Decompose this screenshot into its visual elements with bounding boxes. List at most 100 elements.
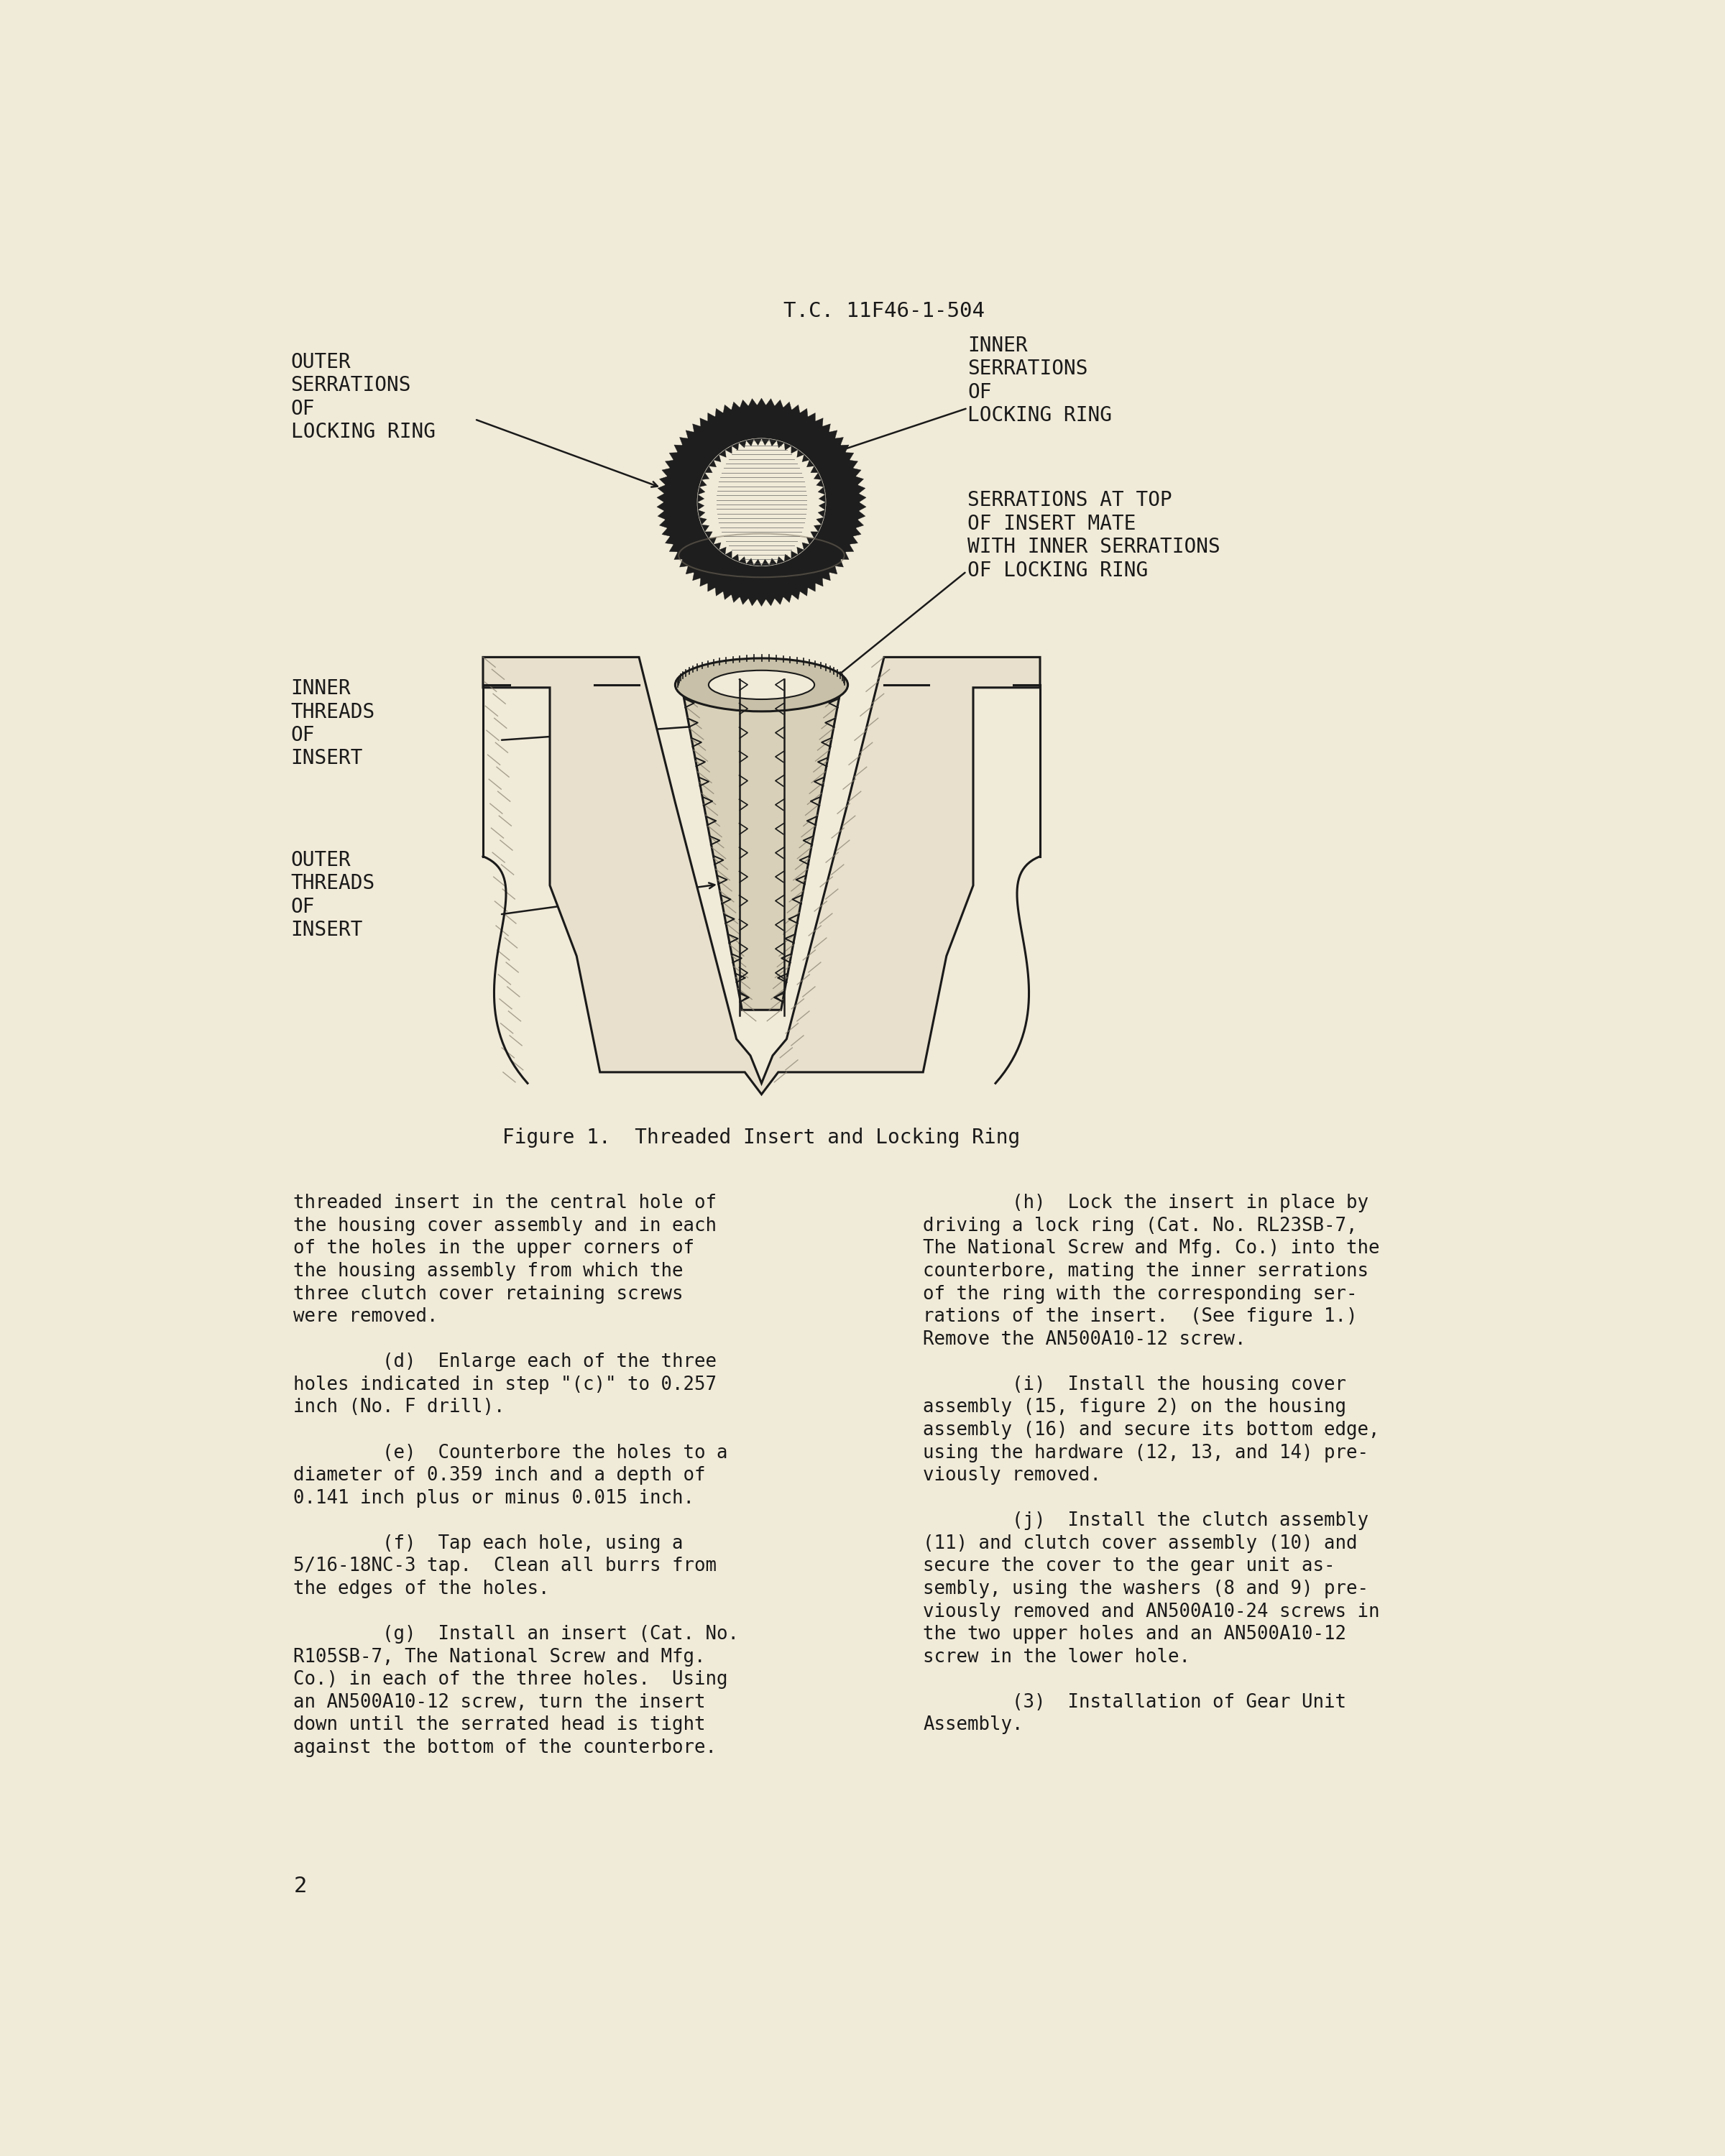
Polygon shape [811,533,818,539]
Text: Co.) in each of the three holes.  Using: Co.) in each of the three holes. Using [293,1671,728,1688]
Polygon shape [816,517,825,524]
Text: of the ring with the corresponding ser-: of the ring with the corresponding ser- [923,1285,1358,1304]
Text: 0.141 inch plus or minus 0.015 inch.: 0.141 inch plus or minus 0.015 inch. [293,1490,695,1507]
Polygon shape [835,438,844,446]
Polygon shape [816,418,823,427]
Polygon shape [697,494,704,502]
Polygon shape [785,442,792,451]
Polygon shape [724,446,731,453]
Text: SERRATIONS AT TOP
OF INSERT MATE
WITH INNER SERRATIONS
OF LOCKING RING: SERRATIONS AT TOP OF INSERT MATE WITH IN… [968,489,1221,580]
Text: rations of the insert.  (See figure 1.): rations of the insert. (See figure 1.) [923,1307,1358,1326]
Polygon shape [719,451,726,457]
Polygon shape [807,414,816,420]
Polygon shape [857,511,866,520]
Polygon shape [719,548,726,554]
Polygon shape [819,494,826,502]
Polygon shape [687,565,693,573]
Polygon shape [792,446,799,453]
Polygon shape [680,558,688,567]
Polygon shape [840,444,849,453]
Polygon shape [687,431,693,438]
Polygon shape [807,582,816,591]
Text: (i)  Install the housing cover: (i) Install the housing cover [923,1376,1347,1395]
Polygon shape [693,571,700,580]
Text: T.C. 11F46-1-504: T.C. 11F46-1-504 [783,302,985,321]
Text: (e)  Counterbore the holes to a: (e) Counterbore the holes to a [293,1445,728,1462]
Polygon shape [700,578,707,586]
Text: the housing cover assembly and in each: the housing cover assembly and in each [293,1216,718,1235]
Text: viously removed.: viously removed. [923,1466,1101,1485]
Polygon shape [769,558,776,565]
Polygon shape [802,455,809,461]
Text: against the bottom of the counterbore.: against the bottom of the counterbore. [293,1738,718,1757]
Circle shape [697,438,826,565]
Polygon shape [792,552,799,558]
Polygon shape [754,558,761,565]
Polygon shape [830,565,837,573]
Text: The National Screw and Mfg. Co.) into the: The National Screw and Mfg. Co.) into th… [923,1240,1380,1257]
Polygon shape [707,582,716,591]
Text: (f)  Tap each hole, using a: (f) Tap each hole, using a [293,1535,683,1552]
Polygon shape [709,537,716,545]
Polygon shape [766,597,775,606]
Text: (h)  Lock the insert in place by: (h) Lock the insert in place by [923,1194,1368,1212]
Polygon shape [699,487,706,494]
Polygon shape [802,543,809,550]
Polygon shape [775,399,783,407]
Polygon shape [723,405,731,414]
Polygon shape [714,543,721,550]
Polygon shape [669,543,678,552]
Polygon shape [775,597,783,604]
Text: assembly (15, figure 2) on the housing: assembly (15, figure 2) on the housing [923,1397,1347,1416]
Polygon shape [757,399,766,405]
Text: Figure 1.  Threaded Insert and Locking Ring: Figure 1. Threaded Insert and Locking Ri… [502,1128,1021,1147]
Ellipse shape [674,658,849,711]
Polygon shape [823,571,830,580]
Polygon shape [814,472,821,479]
Polygon shape [731,442,738,451]
Text: OUTER
SERRATIONS
OF
LOCKING RING: OUTER SERRATIONS OF LOCKING RING [292,351,435,442]
Polygon shape [666,537,674,543]
Text: 2: 2 [293,1876,307,1897]
Circle shape [706,446,818,558]
Polygon shape [723,591,731,599]
Ellipse shape [709,671,814,699]
Text: INNER
THREADS
OF
INSERT: INNER THREADS OF INSERT [292,679,374,768]
Polygon shape [852,468,861,476]
Polygon shape [674,444,683,453]
Polygon shape [816,578,823,586]
Text: the housing assembly from which the: the housing assembly from which the [293,1261,683,1281]
Polygon shape [749,399,757,405]
Polygon shape [706,533,712,539]
Polygon shape [766,399,775,405]
Polygon shape [657,511,666,520]
Text: (d)  Enlarge each of the three: (d) Enlarge each of the three [293,1352,718,1371]
Polygon shape [706,466,712,472]
Polygon shape [657,485,666,494]
Polygon shape [707,414,716,420]
Polygon shape [738,556,747,565]
Text: holes indicated in step "(c)" to 0.257: holes indicated in step "(c)" to 0.257 [293,1376,718,1395]
Polygon shape [818,487,825,494]
Polygon shape [852,528,861,537]
Polygon shape [699,509,706,517]
Polygon shape [776,556,785,565]
Polygon shape [747,558,754,565]
Polygon shape [859,502,866,511]
Text: INNER
SERRATIONS
OF
LOCKING RING: INNER SERRATIONS OF LOCKING RING [968,336,1113,425]
Polygon shape [818,509,825,517]
Text: Remove the AN500A10-12 screw.: Remove the AN500A10-12 screw. [923,1330,1245,1350]
Polygon shape [716,407,723,416]
Polygon shape [814,524,821,533]
Polygon shape [740,597,749,604]
Text: an AN500A10-12 screw, turn the insert: an AN500A10-12 screw, turn the insert [293,1692,706,1712]
Text: secure the cover to the gear unit as-: secure the cover to the gear unit as- [923,1557,1335,1576]
Polygon shape [724,552,731,558]
Polygon shape [669,453,678,459]
Polygon shape [740,399,749,407]
Polygon shape [835,558,844,567]
Polygon shape [702,472,709,479]
Text: 5/16-18NC-3 tap.  Clean all burrs from: 5/16-18NC-3 tap. Clean all burrs from [293,1557,718,1576]
Polygon shape [657,494,664,502]
Polygon shape [659,520,668,528]
